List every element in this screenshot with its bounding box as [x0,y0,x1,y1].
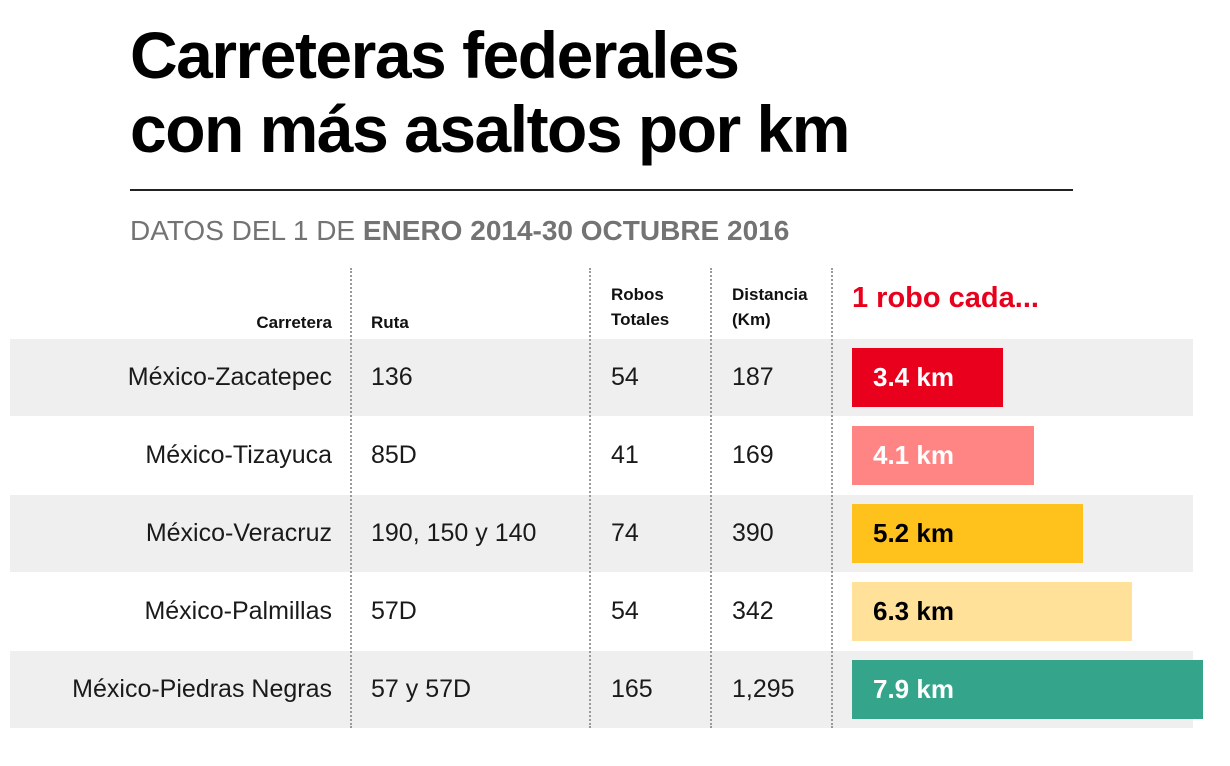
header-robos-line1: Robos [611,285,664,304]
cell-carretera: México-Palmillas [144,597,332,625]
cell-distancia: 342 [732,597,774,625]
subtitle-normal: DATOS DEL 1 DE [130,215,363,246]
cell-robos-totales: 54 [611,363,639,391]
bar-value-label: 6.3 km [873,596,954,626]
chart-subtitle: DATOS DEL 1 DE ENERO 2014-30 OCTUBRE 201… [130,213,789,249]
cell-carretera: México-Tizayuca [145,441,332,469]
column-divider [350,268,352,728]
cell-robos-totales: 41 [611,441,639,469]
cell-carretera: México-Zacatepec [127,363,332,391]
column-divider [589,268,591,728]
header-distancia-line1: Distancia [732,285,808,304]
cell-ruta: 190, 150 y 140 [371,519,537,547]
cell-robos-totales: 165 [611,675,653,703]
header-distancia: Distancia (Km) [732,282,827,332]
header-ruta: Ruta [371,313,409,332]
bar-value-label: 3.4 km [873,362,954,392]
header-robos-totales: Robos Totales [611,282,701,332]
subtitle-bold: ENERO 2014-30 OCTUBRE 2016 [362,215,790,246]
cell-ruta: 57D [371,597,417,625]
cell-ruta: 57 y 57D [371,675,472,703]
bar-robo-cada: 3.4 km [852,348,1003,407]
bar-value-label: 7.9 km [873,674,954,704]
bar-value-label: 4.1 km [873,440,954,470]
title-divider [130,189,1073,191]
bar-robo-cada: 5.2 km [852,504,1083,563]
cell-robos-totales: 74 [611,519,639,547]
header-robos-line2: Totales [611,310,670,329]
table-row: México-Piedras Negras 57 y 57D 165 1,295 7.9… [10,651,1203,728]
table-row: México-Zacatepec 136 54 187 3.4 km [10,339,1193,416]
cell-ruta: 136 [371,363,413,391]
chart-title-line2: con más asaltos por km [130,92,850,166]
bar-value-label: 5.2 km [873,518,954,548]
chart-title-line1: Carreteras federales [130,18,740,92]
column-divider [710,268,712,728]
table-row: México-Palmillas 57D 54 342 6.3 km [10,573,1193,650]
cell-distancia: 390 [732,519,774,547]
cell-distancia: 187 [732,363,774,391]
header-distancia-line2: (Km) [732,310,771,329]
cell-robos-totales: 54 [611,597,639,625]
cell-carretera: México-Veracruz [145,519,332,547]
bar-robo-cada: 4.1 km [852,426,1034,485]
bar-robo-cada: 6.3 km [852,582,1132,641]
header-carretera: Carretera [256,313,332,332]
cell-distancia: 169 [732,441,774,469]
cell-carretera: México-Piedras Negras [72,675,332,703]
cell-distancia: 1,295 [732,675,795,703]
table-row: México-Tizayuca 85D 41 169 4.1 km [10,417,1193,494]
column-divider [831,268,833,728]
table-row: México-Veracruz 190, 150 y 140 74 390 5.2 km [10,495,1193,572]
header-robo-cada: 1 robo cada... [852,282,1039,314]
chart-title: Carreteras federales con más asaltos por… [130,18,850,166]
cell-ruta: 85D [371,441,417,469]
bar-robo-cada: 7.9 km [852,660,1203,719]
